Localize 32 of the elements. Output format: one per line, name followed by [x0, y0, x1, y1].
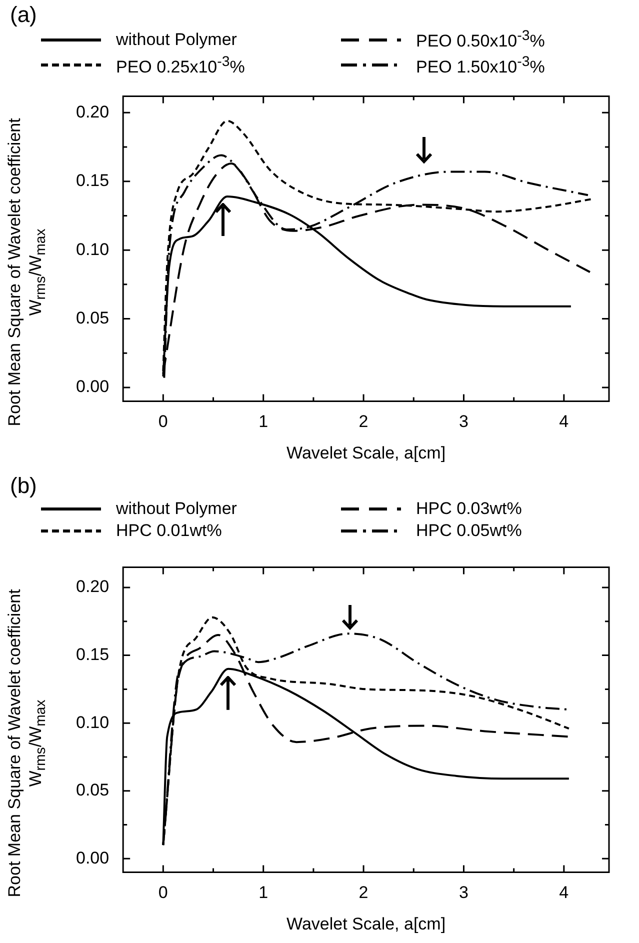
x-tick-label: 4: [559, 883, 569, 902]
x-tick-label: 3: [458, 883, 468, 902]
x-tick-label: 4: [559, 412, 569, 432]
legend-label: without Polymer: [116, 30, 237, 50]
legend-label: HPC 0.03wt%: [416, 499, 522, 519]
chart-title: (a): [10, 2, 37, 28]
x-tick-label: 2: [358, 883, 368, 902]
y-tick-label: 0.20: [76, 102, 110, 122]
x-tick-label: 0: [158, 412, 168, 432]
x-tick-label: 0: [158, 883, 168, 902]
y-tick-label: 0.15: [76, 171, 110, 190]
legend-label: PEO 1.50x10$^{-3}$%: [416, 54, 545, 78]
y-tick-label: 0.00: [76, 848, 110, 868]
legend-label: PEO 0.50x10$^{-3}$%: [416, 28, 545, 52]
y-tick-label: 0.20: [76, 577, 110, 596]
y-tick-label: 0.10: [76, 240, 110, 259]
x-tick-label: 3: [458, 412, 468, 432]
chart-title: (b): [10, 473, 37, 499]
y-tick-label: 0.00: [76, 377, 110, 396]
y-tick-label: 0.10: [76, 712, 110, 732]
legend-label: HPC 0.01wt%: [116, 521, 222, 541]
y-tick-label: 0.05: [76, 308, 110, 328]
x-axis-title: Wavelet Scale, a[cm]: [286, 914, 446, 934]
x-tick-label: 1: [258, 412, 268, 432]
legend-label: HPC 0.05wt%: [416, 521, 522, 541]
y-tick-label: 0.15: [76, 645, 110, 664]
x-axis-title: Wavelet Scale, a[cm]: [286, 443, 446, 462]
legend-label: without Polymer: [116, 499, 237, 519]
x-tick-label: 2: [358, 412, 368, 432]
x-tick-label: 1: [258, 883, 268, 902]
y-tick-label: 0.05: [76, 780, 110, 800]
legend-label: PEO 0.25x10$^{-3}$%: [116, 54, 245, 78]
